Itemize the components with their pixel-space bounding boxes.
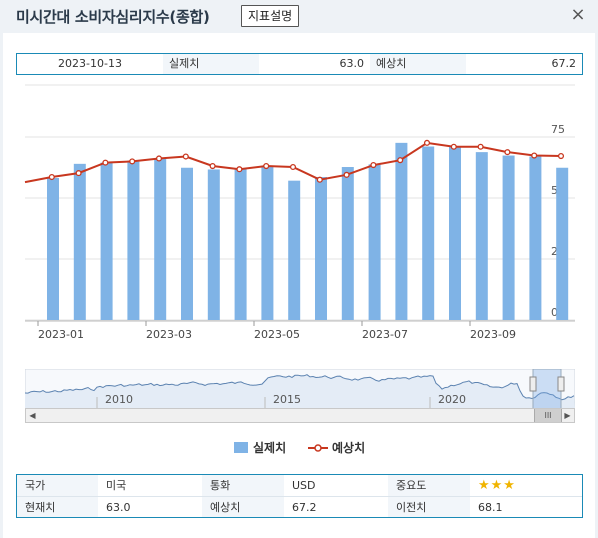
actual-label: 실제치 bbox=[163, 54, 259, 74]
forecast-point bbox=[236, 166, 243, 173]
forecast-point bbox=[209, 162, 216, 170]
release-summary: 2023-10-13 실제치 63.0 예상치 67.2 bbox=[16, 53, 583, 75]
actual-bar bbox=[341, 167, 354, 320]
info-row-2: 현재치 63.0 예상치 67.2 이전치 68.1 bbox=[17, 496, 582, 517]
actual-bar bbox=[181, 167, 193, 320]
currency-label: 통화 bbox=[202, 475, 284, 496]
range-scrollbar[interactable]: ◀ III ▶ bbox=[25, 408, 575, 423]
actual-bar bbox=[449, 146, 461, 320]
forecast-label: 예상치 bbox=[370, 54, 466, 74]
x-tick-label: 2023-01 bbox=[38, 328, 84, 341]
y-tick-label: 75 bbox=[551, 123, 565, 136]
forecast-point bbox=[129, 158, 136, 165]
forecast-point bbox=[102, 159, 109, 166]
indicator-description-button[interactable]: 지표설명 bbox=[241, 5, 300, 27]
legend-forecast-label: 예상치 bbox=[332, 441, 366, 455]
forecast-point bbox=[48, 173, 55, 181]
forecast-point bbox=[182, 153, 189, 160]
legend-line-swatch bbox=[308, 443, 328, 452]
info-row-1: 국가 미국 통화 USD 중요도 ★★★ bbox=[17, 475, 582, 496]
scroll-left-icon[interactable]: ◀ bbox=[29, 411, 36, 420]
actual-bar bbox=[234, 168, 247, 320]
actual-bar bbox=[475, 152, 488, 320]
forecast-point bbox=[557, 152, 565, 160]
forecast-point bbox=[263, 162, 270, 170]
actual-bar bbox=[556, 167, 569, 320]
content-panel: 2023-10-13 실제치 63.0 예상치 67.2 75502502023… bbox=[3, 33, 595, 538]
importance-label: 중요도 bbox=[388, 475, 470, 496]
forecast-point bbox=[504, 149, 511, 156]
x-tick-label: 2023-05 bbox=[254, 328, 300, 341]
forecast-point bbox=[289, 163, 297, 171]
x-tick-label: 2023-09 bbox=[470, 328, 516, 341]
actual-bar bbox=[261, 166, 274, 320]
indicator-info-table: 국가 미국 통화 USD 중요도 ★★★ 현재치 63.0 예상치 67.2 이… bbox=[16, 474, 583, 518]
actual-bar bbox=[127, 161, 140, 320]
forecast-point bbox=[397, 157, 404, 164]
navigator-selection bbox=[532, 369, 562, 410]
legend-actual[interactable]: 실제치 bbox=[234, 439, 286, 456]
forecast-point bbox=[423, 139, 431, 146]
importance-stars-icon: ★★★ bbox=[470, 475, 582, 496]
forecast-point bbox=[450, 143, 457, 150]
previous-value: 68.1 bbox=[470, 497, 582, 517]
actual-bar bbox=[73, 163, 86, 320]
forecast-point bbox=[155, 155, 163, 162]
scroll-right-icon[interactable]: ▶ bbox=[564, 411, 571, 420]
y-tick-label: 0 bbox=[551, 306, 558, 319]
forecast-point bbox=[477, 143, 484, 150]
actual-bar bbox=[207, 169, 220, 320]
legend-forecast[interactable]: 예상치 bbox=[308, 439, 365, 456]
actual-bar bbox=[288, 180, 301, 320]
window-title: 미시간대 소비자심리지수(종합) bbox=[16, 8, 210, 26]
country-label: 국가 bbox=[17, 475, 98, 496]
release-date: 2023-10-13 bbox=[17, 54, 163, 74]
actual-value: 63.0 bbox=[259, 54, 370, 74]
forecast-point bbox=[75, 170, 82, 177]
navigator-handle-left bbox=[529, 376, 537, 392]
legend-bar-swatch bbox=[234, 442, 248, 453]
close-icon[interactable]: × bbox=[570, 4, 586, 25]
actual-bar bbox=[502, 155, 515, 320]
legend-actual-label: 실제치 bbox=[253, 441, 287, 455]
scroll-thumb[interactable]: III bbox=[534, 409, 562, 422]
actual-bar bbox=[47, 177, 59, 320]
actual-bar bbox=[154, 158, 167, 320]
actual-bar bbox=[315, 177, 327, 320]
current-label: 현재치 bbox=[17, 497, 98, 517]
actual-bar bbox=[395, 142, 408, 320]
forecast-value: 67.2 bbox=[466, 54, 582, 74]
range-navigator[interactable]: 2010 2015 2020 bbox=[25, 369, 575, 423]
forecast-point bbox=[316, 176, 323, 183]
title-bar: 미시간대 소비자심리지수(종합) 지표설명 × bbox=[0, 0, 598, 33]
currency-value: USD bbox=[284, 475, 388, 496]
forecast-point bbox=[531, 152, 538, 159]
previous-label: 이전치 bbox=[388, 497, 470, 517]
forecast-point bbox=[370, 162, 377, 169]
actual-bar bbox=[100, 162, 113, 320]
navigator-year-label: 2010 bbox=[105, 393, 133, 406]
navigator-line bbox=[25, 374, 575, 401]
navigator-year-label: 2020 bbox=[438, 393, 466, 406]
forecast-label-2: 예상치 bbox=[202, 497, 284, 517]
navigator-year-label: 2015 bbox=[273, 393, 301, 406]
x-tick-label: 2023-03 bbox=[146, 328, 192, 341]
actual-bar bbox=[368, 164, 381, 320]
actual-bar bbox=[422, 146, 435, 320]
x-tick-label: 2023-07 bbox=[362, 328, 408, 341]
country-value: 미국 bbox=[98, 475, 202, 496]
forecast-point bbox=[343, 171, 350, 178]
navigator-handle-right bbox=[557, 376, 565, 392]
actual-bar bbox=[529, 156, 542, 320]
navigator-area bbox=[25, 374, 575, 409]
current-value: 63.0 bbox=[98, 497, 202, 517]
forecast-value-2: 67.2 bbox=[284, 497, 388, 517]
chart-legend: 실제치 예상치 bbox=[3, 437, 595, 457]
indicator-chart[interactable]: 75502502023-012023-032023-052023-072023-… bbox=[3, 83, 595, 373]
